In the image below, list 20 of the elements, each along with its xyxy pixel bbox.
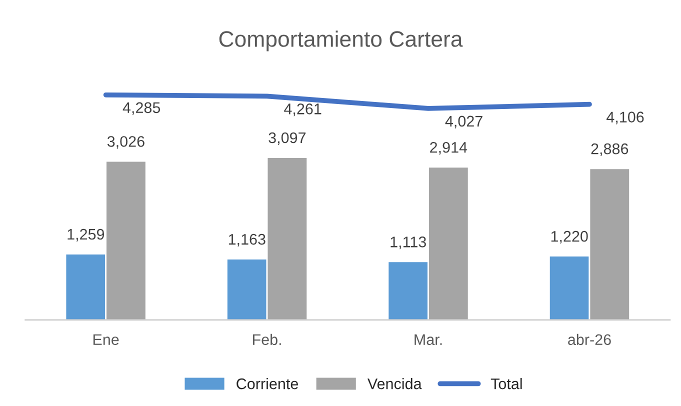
legend-label: Corriente — [236, 378, 298, 390]
data-label: 4,261 — [284, 104, 322, 116]
data-label: 1,259 — [68, 228, 104, 242]
legend-label: Vencida — [367, 378, 422, 390]
data-label: 1,113 — [390, 236, 426, 250]
chart-title: Comportamiento Cartera — [219, 30, 463, 52]
data-label: 3,026 — [107, 136, 144, 149]
x-tick-label: Ene — [93, 334, 119, 346]
legend-label: Total — [490, 378, 522, 390]
x-tick-label: Mar. — [414, 334, 442, 346]
x-tick-label: abr-26 — [568, 334, 611, 346]
data-label: 4,027 — [445, 116, 482, 128]
data-label: 1,163 — [228, 234, 266, 247]
data-label: 4,285 — [122, 102, 160, 115]
data-label: 4,106 — [606, 112, 644, 124]
data-label: 2,886 — [591, 143, 628, 156]
data-label: 1,220 — [551, 230, 588, 244]
data-label: 3,097 — [268, 132, 306, 145]
x-tick-label: Feb. — [253, 334, 281, 346]
data-label: 2,914 — [430, 142, 468, 155]
